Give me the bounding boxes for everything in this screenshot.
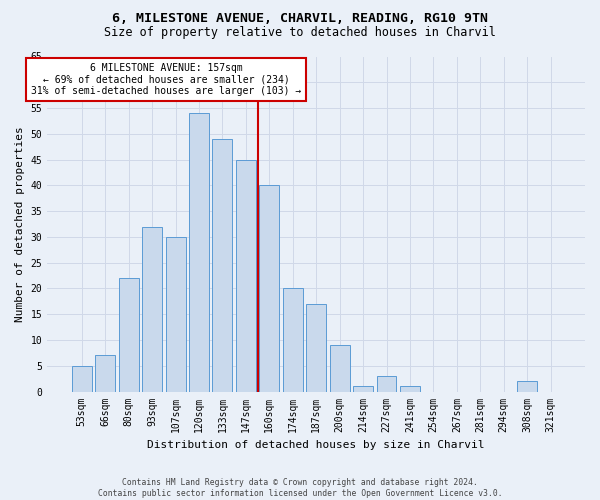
X-axis label: Distribution of detached houses by size in Charvil: Distribution of detached houses by size … [148,440,485,450]
Bar [72,366,92,392]
Bar [259,186,279,392]
Bar [517,381,537,392]
Bar [189,113,209,392]
Y-axis label: Number of detached properties: Number of detached properties [15,126,25,322]
Bar [353,386,373,392]
Bar [95,356,115,392]
Text: Size of property relative to detached houses in Charvil: Size of property relative to detached ho… [104,26,496,39]
Bar [283,288,303,392]
Bar [142,226,162,392]
Text: 6 MILESTONE AVENUE: 157sqm
← 69% of detached houses are smaller (234)
31% of sem: 6 MILESTONE AVENUE: 157sqm ← 69% of deta… [31,63,301,96]
Bar [212,139,232,392]
Bar [236,160,256,392]
Text: 6, MILESTONE AVENUE, CHARVIL, READING, RG10 9TN: 6, MILESTONE AVENUE, CHARVIL, READING, R… [112,12,488,26]
Bar [119,278,139,392]
Bar [166,237,185,392]
Bar [306,304,326,392]
Bar [377,376,397,392]
Bar [400,386,420,392]
Bar [329,345,350,392]
Text: Contains HM Land Registry data © Crown copyright and database right 2024.
Contai: Contains HM Land Registry data © Crown c… [98,478,502,498]
